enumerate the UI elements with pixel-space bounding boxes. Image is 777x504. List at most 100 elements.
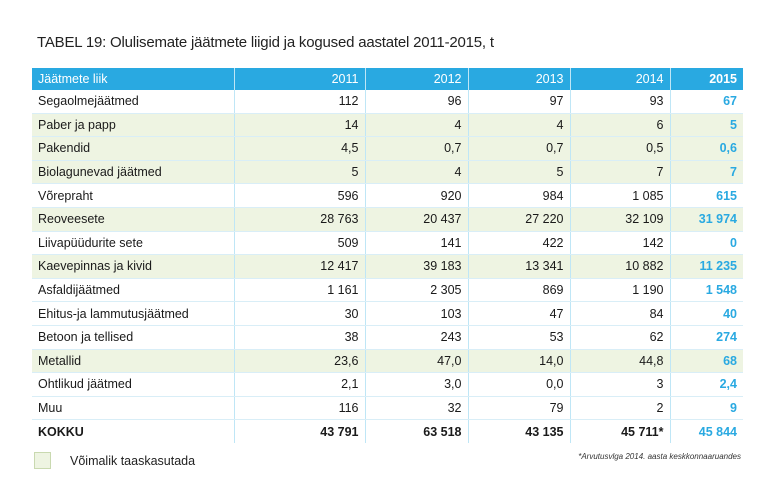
table-cell: 141 — [365, 231, 469, 256]
table-cell: 28 763 — [234, 207, 366, 232]
table-cell: 0,0 — [468, 372, 571, 397]
table-cell: 1 085 — [570, 183, 671, 208]
table-cell: 14 — [234, 113, 366, 138]
table-cell: 14,0 — [468, 349, 571, 374]
table-cell: 422 — [468, 231, 571, 256]
table-cell: 1 548 — [670, 278, 743, 303]
row-label: Betoon ja tellised — [32, 325, 235, 350]
row-label: Metallid — [32, 349, 235, 374]
row-label: Pakendid — [32, 136, 235, 161]
table-cell: 96 — [365, 90, 469, 114]
table-cell: 920 — [365, 183, 469, 208]
total-cell: 43 791 — [234, 419, 366, 443]
table-cell: 1 190 — [570, 278, 671, 303]
legend-swatch — [34, 452, 51, 469]
table-cell: 68 — [670, 349, 743, 374]
table-cell: 9 — [670, 396, 743, 421]
total-cell: 45 844 — [670, 419, 743, 443]
table-cell: 615 — [670, 183, 743, 208]
table-row: Asfaldijäätmed 1 161 2 305 869 1 190 1 548 — [32, 278, 743, 303]
table-cell: 509 — [234, 231, 366, 256]
table-cell: 30 — [234, 301, 366, 326]
table-cell: 4 — [365, 160, 469, 185]
table-cell: 984 — [468, 183, 571, 208]
table-cell: 0,7 — [468, 136, 571, 161]
table-cell: 116 — [234, 396, 366, 421]
row-label: Biolagunevad jäätmed — [32, 160, 235, 185]
table-row: Metallid 23,6 47,0 14,0 44,8 68 — [32, 349, 743, 374]
table-cell: 97 — [468, 90, 571, 114]
table-cell: 4,5 — [234, 136, 366, 161]
table-cell: 2 305 — [365, 278, 469, 303]
table-cell: 5 — [468, 160, 571, 185]
table-cell: 93 — [570, 90, 671, 114]
row-label: Paber ja papp — [32, 113, 235, 138]
column-header-2013: 2013 — [468, 68, 571, 90]
table-cell: 27 220 — [468, 207, 571, 232]
column-header-2015: 2015 — [670, 68, 743, 90]
table-cell: 38 — [234, 325, 366, 350]
column-header-waste-type: Jäätmete liik — [32, 68, 235, 90]
table-cell: 12 417 — [234, 254, 366, 279]
table-cell: 47,0 — [365, 349, 469, 374]
table-row: Biolagunevad jäätmed 5 4 5 7 7 — [32, 160, 743, 185]
table-cell: 0,7 — [365, 136, 469, 161]
table-row: Muu 116 32 79 2 9 — [32, 396, 743, 421]
table-cell: 0,5 — [570, 136, 671, 161]
table-cell: 1 161 — [234, 278, 366, 303]
table-cell: 79 — [468, 396, 571, 421]
total-row: KOKKU 43 791 63 518 43 135 45 711* 45 844 — [32, 419, 743, 443]
row-label: Muu — [32, 396, 235, 421]
table-row: Ehitus-ja lammutusjäätmed 30 103 47 84 40 — [32, 301, 743, 326]
table-cell: 5 — [234, 160, 366, 185]
table-row: Kaevepinnas ja kivid 12 417 39 183 13 341 10… — [32, 254, 743, 279]
table-cell: 2,1 — [234, 372, 366, 397]
table-cell: 2,4 — [670, 372, 743, 397]
table-row: Reoveesete 28 763 20 437 27 220 32 109 31 974 — [32, 207, 743, 232]
table-cell: 243 — [365, 325, 469, 350]
table-row: Segaolmejäätmed 112 96 97 93 67 — [32, 90, 743, 114]
table-cell: 0 — [670, 231, 743, 256]
table-cell: 112 — [234, 90, 366, 114]
table-cell: 596 — [234, 183, 366, 208]
column-header-2011: 2011 — [234, 68, 366, 90]
legend-label: Võimalik taaskasutada — [70, 454, 196, 468]
table-cell: 11 235 — [670, 254, 743, 279]
table-cell: 3,0 — [365, 372, 469, 397]
table-cell: 32 109 — [570, 207, 671, 232]
table-header: Jäätmete liik 2011 2012 2013 2014 2015 — [32, 68, 743, 90]
table-row: Ohtlikud jäätmed 2,1 3,0 0,0 3 2,4 — [32, 372, 743, 397]
table-cell: 10 882 — [570, 254, 671, 279]
row-label: Ohtlikud jäätmed — [32, 372, 235, 397]
table-row: Liivapüüdurite sete 509 141 422 142 0 — [32, 231, 743, 256]
table-cell: 7 — [570, 160, 671, 185]
table-cell: 40 — [670, 301, 743, 326]
table-cell: 39 183 — [365, 254, 469, 279]
total-cell: 63 518 — [365, 419, 469, 443]
total-cell: 43 135 — [468, 419, 571, 443]
footnote: *Arvutusvlga 2014. aasta keskkonnaaruand… — [578, 452, 741, 461]
table-cell: 44,8 — [570, 349, 671, 374]
table-cell: 31 974 — [670, 207, 743, 232]
table-cell: 274 — [670, 325, 743, 350]
row-label: Reoveesete — [32, 207, 235, 232]
table-row: Võrepraht 596 920 984 1 085 615 — [32, 183, 743, 208]
row-label: Võrepraht — [32, 183, 235, 208]
table-cell: 4 — [365, 113, 469, 138]
table-row: Betoon ja tellised 38 243 53 62 274 — [32, 325, 743, 350]
table-cell: 53 — [468, 325, 571, 350]
table-cell: 7 — [670, 160, 743, 185]
total-cell: 45 711* — [570, 419, 671, 443]
table-body: Segaolmejäätmed 112 96 97 93 67 Paber ja papp 1… — [32, 90, 743, 443]
table-cell: 23,6 — [234, 349, 366, 374]
table-cell: 84 — [570, 301, 671, 326]
table-cell: 142 — [570, 231, 671, 256]
table-cell: 0,6 — [670, 136, 743, 161]
row-label: Asfaldijäätmed — [32, 278, 235, 303]
column-header-2014: 2014 — [570, 68, 671, 90]
row-label: Liivapüüdurite sete — [32, 231, 235, 256]
table-cell: 5 — [670, 113, 743, 138]
waste-table: Jäätmete liik 2011 2012 2013 2014 2015 Segaol… — [32, 68, 743, 443]
row-label: Kaevepinnas ja kivid — [32, 254, 235, 279]
table-cell: 4 — [468, 113, 571, 138]
